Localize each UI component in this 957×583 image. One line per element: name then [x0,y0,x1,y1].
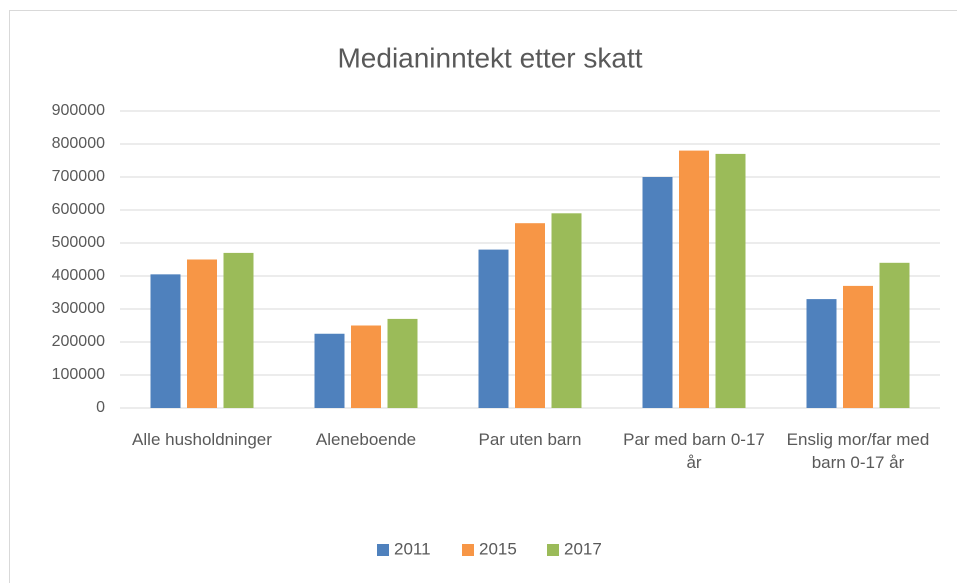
y-tick-label: 800000 [52,135,105,152]
legend-swatch [377,544,389,556]
y-tick-label: 500000 [52,234,105,251]
bar [150,274,181,408]
bar [351,325,381,408]
bar [478,249,509,408]
bar [314,333,345,408]
legend-swatch [547,544,559,556]
y-tick-label: 200000 [52,333,105,350]
x-tick-label: Aleneboende [315,430,417,449]
y-tick-label: 400000 [52,267,105,284]
y-tick-label: 700000 [52,168,105,185]
chart-title: Medianinntekt etter skatt [337,42,642,73]
legend-label: 2011 [394,539,431,558]
bar [679,150,709,408]
x-tick-label: Par med barn 0-17 år [623,430,765,472]
bar [642,177,673,408]
x-tick-label: Par uten barn [478,430,582,449]
chart-border [9,10,957,583]
bar [387,318,418,408]
bar [187,259,217,408]
legend-swatch [462,544,474,556]
bar [715,153,746,408]
y-tick-label: 0 [96,399,105,416]
y-tick-label: 300000 [52,300,105,317]
y-tick-label: 600000 [52,201,105,218]
legend-label: 2015 [479,539,517,558]
bar [515,223,545,408]
bar [879,262,910,408]
bar [806,299,837,408]
bar [843,285,873,408]
y-tick-label: 100000 [52,366,105,383]
y-tick-label: 900000 [52,102,105,119]
bar [223,252,254,408]
x-tick-label: Enslig mor/far med barn 0-17 år [786,430,930,472]
x-tick-label: Alle husholdninger [132,430,272,449]
legend-label: 2017 [564,539,602,558]
bar [551,213,582,408]
